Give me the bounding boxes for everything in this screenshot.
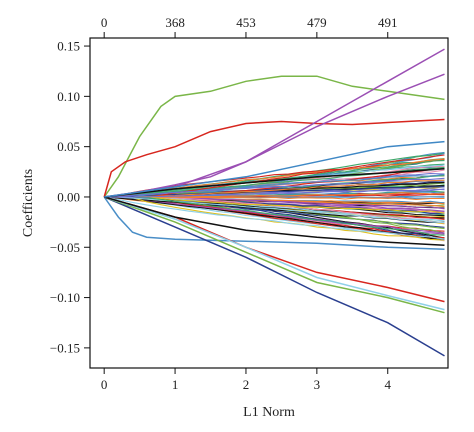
- coefficient-path: [104, 196, 445, 236]
- top-tick-label: 368: [165, 15, 185, 30]
- coefficient-path: [104, 196, 445, 241]
- x-axis-title: L1 Norm: [243, 405, 295, 420]
- top-tick-label: 479: [307, 15, 327, 30]
- coefficient-path: [103, 196, 445, 247]
- y-axis-ticks: 0.15 0.10 0.05 0.00 −0.05 −0.10 −0.15: [50, 39, 90, 355]
- coefficient-path: [104, 168, 445, 198]
- y-tick-label: 0.05: [57, 139, 80, 154]
- coefficient-path: [104, 196, 445, 240]
- top-tick-label: 491: [378, 15, 398, 30]
- y-tick-label: 0.10: [57, 89, 80, 104]
- y-tick-label: −0.05: [50, 240, 80, 255]
- x-tick-label: 2: [243, 377, 250, 392]
- coefficient-path: [103, 75, 445, 198]
- x-tick-label: 3: [314, 377, 321, 392]
- y-tick-label: −0.10: [50, 290, 80, 305]
- y-tick-label: 0.00: [57, 189, 80, 204]
- coefficient-path: [104, 188, 445, 198]
- x-tick-label: 0: [101, 377, 108, 392]
- y-tick-label: −0.15: [50, 340, 80, 355]
- x-axis-ticks: 0 1 2 3 4: [101, 368, 391, 392]
- x-tick-label: 4: [384, 377, 391, 392]
- coefficient-path: [104, 154, 445, 198]
- top-axis-ticks: 0 368 453 479 491: [101, 15, 398, 38]
- coefficient-path: [104, 177, 445, 198]
- x-tick-label: 1: [172, 377, 179, 392]
- plot-frame: [89, 37, 449, 369]
- coefficient-path: [104, 48, 445, 198]
- coefficient-path: [104, 160, 445, 198]
- y-axis-title: Coefficients: [21, 169, 36, 237]
- coefficient-path: [103, 196, 445, 311]
- coefficient-path: [104, 196, 445, 223]
- coefficient-path: [103, 196, 445, 314]
- top-tick-label: 453: [236, 15, 256, 30]
- coefficient-path: [104, 140, 445, 198]
- series-lines: [103, 48, 445, 357]
- top-tick-label: 0: [101, 15, 108, 30]
- coefficient-path: [104, 196, 445, 214]
- coefficient-path: [103, 118, 445, 198]
- y-tick-label: 0.15: [57, 39, 80, 54]
- coefficient-path: [103, 196, 445, 251]
- coefficient-path: [103, 196, 445, 357]
